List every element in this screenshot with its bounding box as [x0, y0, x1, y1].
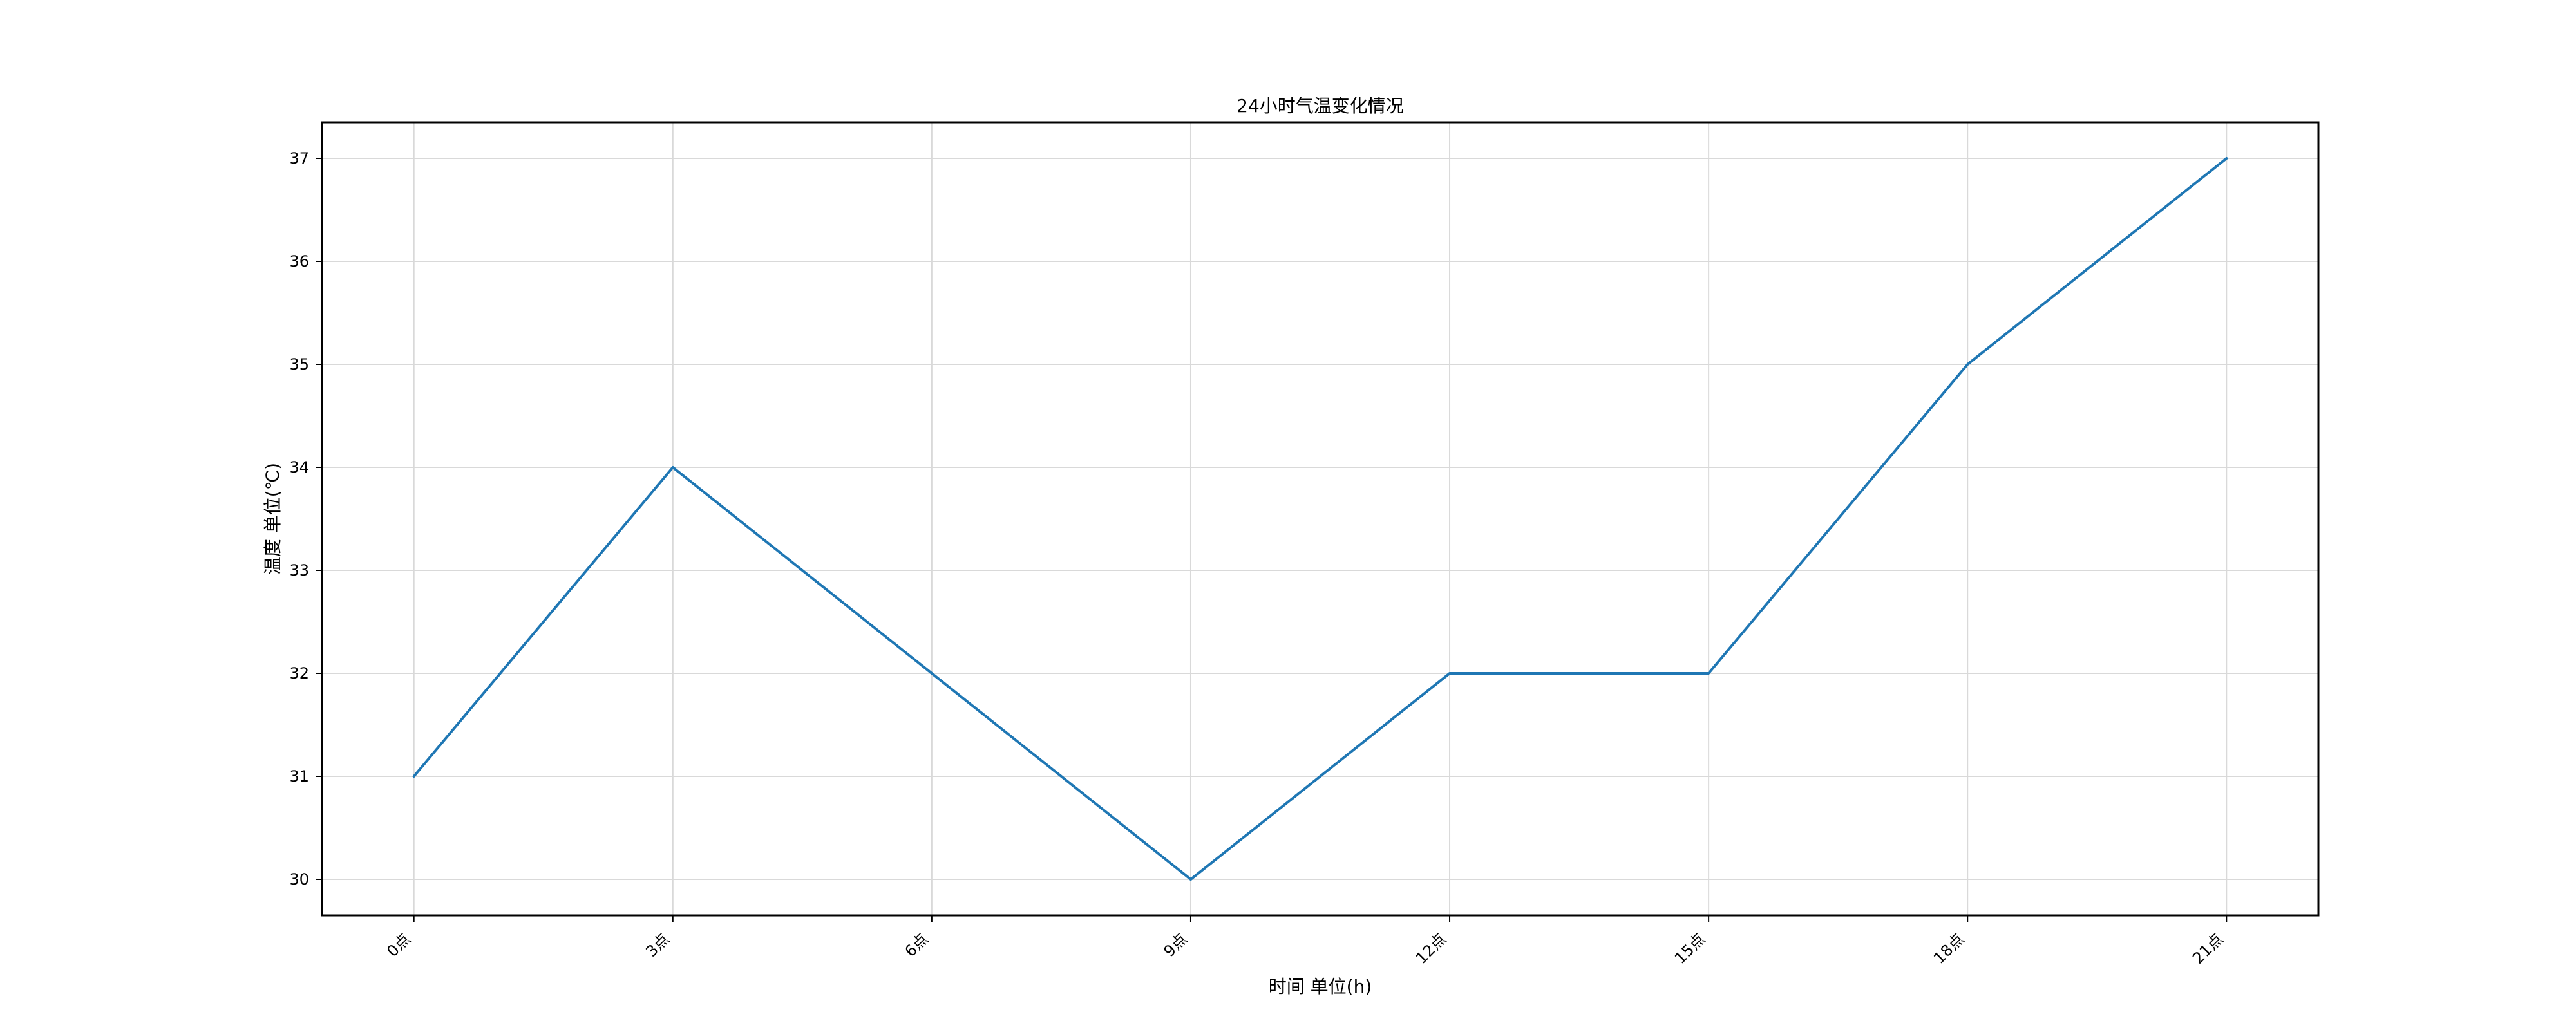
- y-tick-label: 31: [289, 767, 309, 785]
- y-tick-label: 37: [289, 149, 309, 167]
- y-tick-label: 33: [289, 561, 309, 579]
- temperature-line: [412, 157, 2228, 881]
- series-layer: [412, 157, 2228, 881]
- grid-layer: [322, 122, 2318, 915]
- y-axis-label: 温度 单位(℃): [262, 463, 283, 575]
- y-tick-label: 30: [289, 870, 309, 888]
- y-tick-label: 32: [289, 664, 309, 682]
- y-tick-label: 34: [289, 458, 309, 476]
- y-tick-label: 36: [289, 252, 309, 270]
- x-axis-label: 时间 单位(h): [1269, 976, 1372, 997]
- y-tick-label: 35: [289, 355, 309, 373]
- chart-title: 24小时气温变化情况: [1236, 95, 1404, 117]
- plot-frame: [321, 121, 2320, 917]
